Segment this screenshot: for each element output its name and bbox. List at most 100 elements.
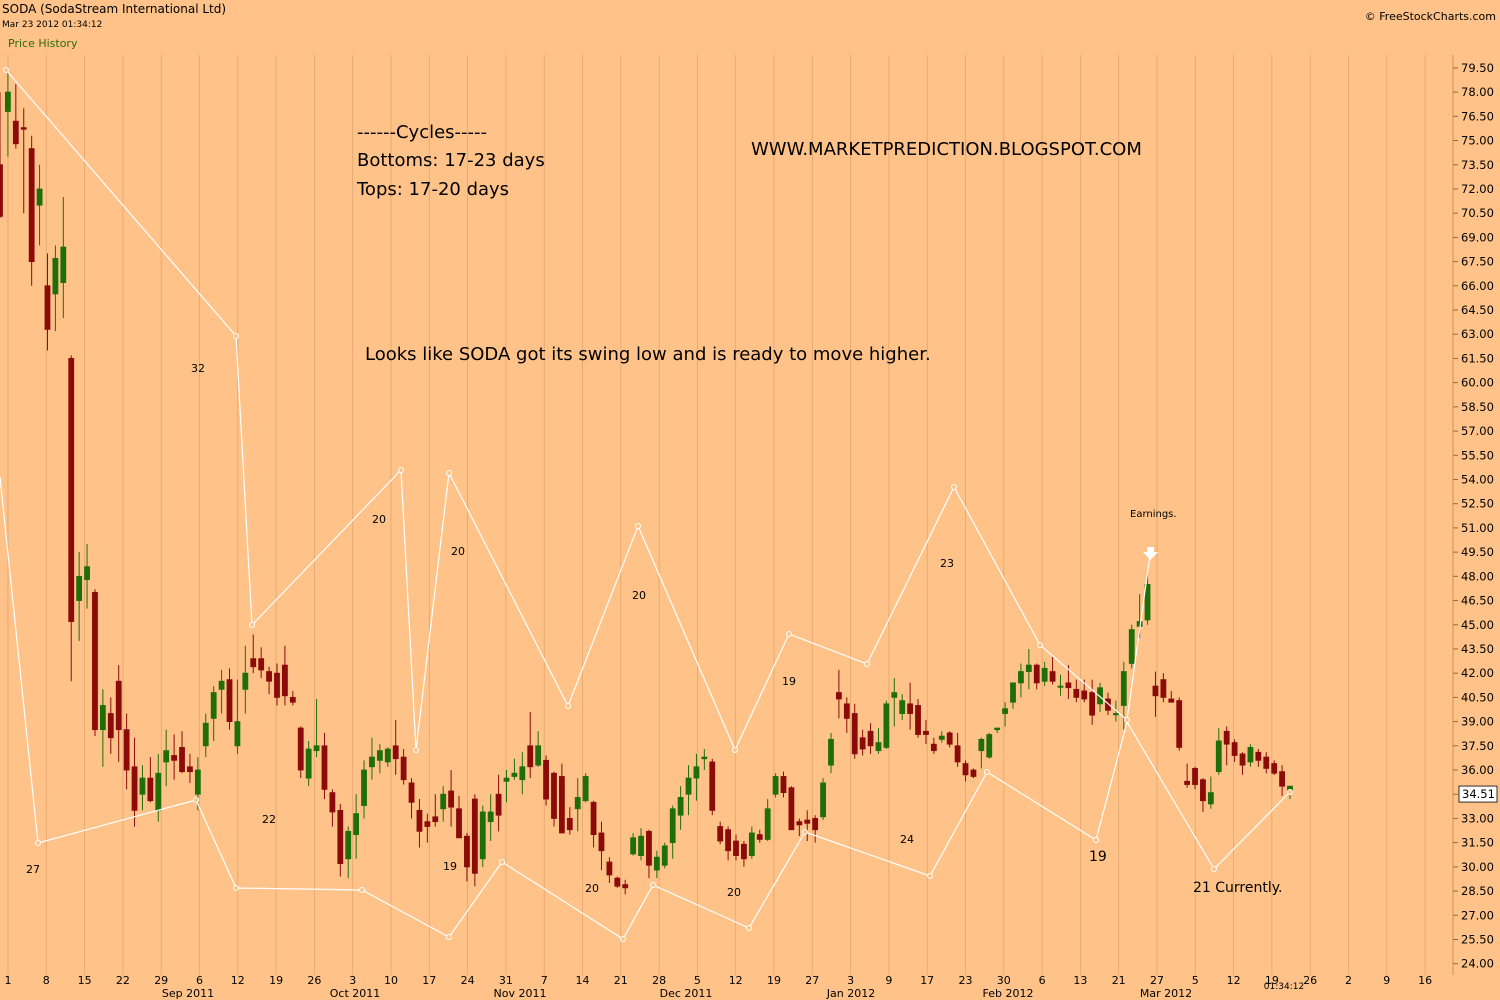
candle: [590, 800, 597, 848]
price-tick-label: 30.00: [1461, 860, 1494, 874]
candle-body: [1152, 685, 1159, 697]
candle-body: [369, 756, 375, 768]
commentary-text: Looks like SODA got its swing low and is…: [365, 344, 931, 365]
price-tick-label: 76.50: [1461, 109, 1494, 123]
candle-body: [677, 797, 684, 816]
candle-body: [76, 575, 83, 601]
candle: [392, 719, 399, 775]
candle-body: [559, 776, 565, 834]
candle-body: [741, 843, 747, 860]
candle: [115, 665, 122, 762]
candle: [400, 749, 407, 785]
price-tick-label: 75.00: [1461, 134, 1494, 148]
date-tick-label: 19: [1265, 974, 1279, 987]
candle: [812, 815, 819, 843]
price-tick-label: 28.50: [1461, 884, 1494, 898]
candle-body: [250, 658, 257, 668]
cycle-vertices: [3, 67, 1293, 942]
candle-body: [1112, 713, 1119, 716]
candle: [1231, 739, 1238, 762]
price-tick-label: 24.00: [1461, 957, 1494, 971]
candle: [1089, 679, 1096, 725]
price-tick-label: 57.00: [1461, 424, 1494, 438]
candle: [1215, 728, 1222, 775]
candle-body: [701, 756, 708, 760]
candle-body: [139, 777, 146, 795]
candle-body: [923, 730, 929, 735]
price-tick-label: 33.00: [1461, 811, 1494, 825]
bottom-count-label: 22: [262, 813, 276, 826]
candle: [630, 832, 637, 856]
candle: [1025, 648, 1032, 690]
candle-body: [392, 745, 399, 760]
date-tick-label: 7: [541, 974, 548, 987]
candle: [487, 794, 494, 842]
candle-body: [527, 745, 534, 768]
candle: [92, 589, 98, 737]
date-tick-label: 26: [307, 974, 321, 987]
candle-body: [305, 748, 312, 779]
candle-body: [313, 745, 320, 752]
date-tick-label: 29: [154, 974, 168, 987]
candle-body: [519, 766, 526, 781]
candle: [250, 634, 257, 674]
candle: [582, 773, 589, 803]
candle: [1002, 702, 1008, 727]
candle-body: [1160, 679, 1167, 698]
candle-body: [653, 856, 660, 871]
candle: [99, 689, 106, 767]
candle: [210, 686, 217, 741]
candle-body: [598, 832, 605, 852]
month-label: Nov 2011: [494, 987, 547, 1000]
candle: [376, 744, 383, 774]
candle-body: [851, 713, 858, 755]
price-tick-label: 63.00: [1461, 327, 1494, 341]
price-tick-label: 73.50: [1461, 158, 1494, 172]
candle: [835, 669, 842, 719]
candle-body: [424, 821, 431, 827]
candle: [384, 747, 391, 767]
candle: [68, 355, 75, 682]
candle: [614, 876, 621, 888]
candle: [36, 164, 43, 246]
candle: [828, 732, 834, 774]
candle: [899, 694, 906, 720]
candle: [274, 663, 280, 706]
price-history-label[interactable]: Price History: [8, 37, 78, 50]
date-tick-label: 10: [384, 974, 398, 987]
candle: [646, 829, 652, 879]
candle-body: [131, 766, 138, 811]
candle-body: [456, 808, 462, 839]
date-tick-label: 5: [1192, 974, 1199, 987]
price-tick-label: 40.50: [1461, 690, 1494, 704]
candle-body: [376, 750, 383, 761]
date-tick-label: 1: [5, 974, 12, 987]
candle: [76, 552, 83, 641]
price-tick-label: 46.50: [1461, 594, 1494, 608]
date-tick-label: 27: [1150, 974, 1164, 987]
candle-body: [994, 727, 1001, 731]
candle-body: [479, 811, 486, 860]
candle-body: [361, 769, 367, 806]
candle-body: [99, 705, 106, 731]
earnings-label: Earnings.: [1130, 509, 1177, 520]
candle: [1049, 657, 1056, 685]
candle-body: [495, 793, 502, 816]
candle-body: [123, 729, 130, 771]
candle-body: [764, 808, 771, 840]
candle: [725, 826, 731, 861]
candle: [313, 699, 320, 758]
date-tick-label: 12: [729, 974, 743, 987]
candle-body: [978, 738, 985, 752]
date-tick-label: 21: [614, 974, 628, 987]
candle: [598, 821, 605, 871]
month-label: Feb 2012: [983, 987, 1034, 1000]
candle: [479, 805, 486, 867]
price-tick-label: 79.50: [1461, 61, 1494, 75]
candle: [764, 799, 771, 842]
candle: [12, 84, 19, 149]
price-tick-label: 52.50: [1461, 497, 1494, 511]
candle-body: [179, 747, 185, 773]
date-axis: 1 8 15 22 29 6 12 19 26 3 10 17 24 31 7 14 21 28 5 12 19 27 3 9…: [5, 974, 1433, 1000]
price-tick-label: 66.00: [1461, 279, 1494, 293]
